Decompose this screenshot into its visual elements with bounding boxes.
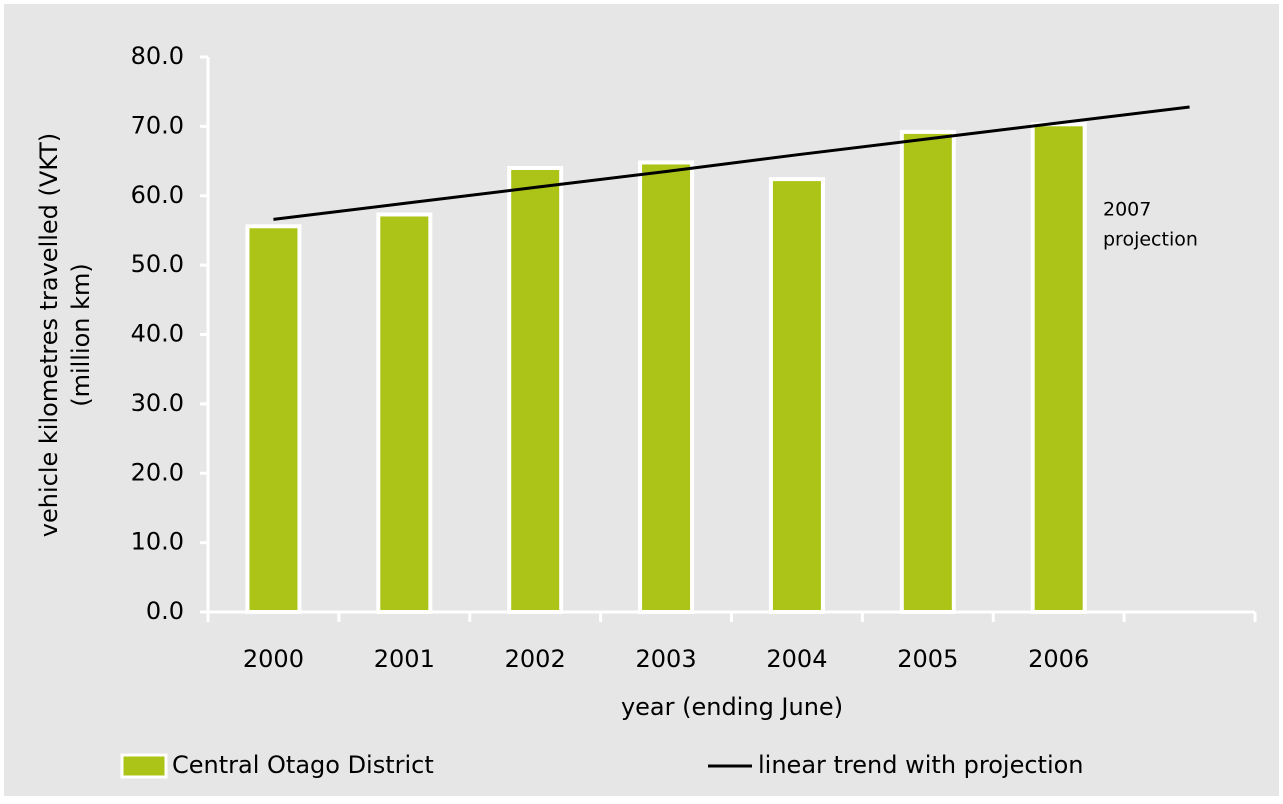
y-tick-label: 10.0 — [131, 528, 184, 556]
y-tick-label: 40.0 — [131, 320, 184, 348]
y-tick-label: 70.0 — [131, 111, 184, 139]
trend-line — [273, 105, 1190, 221]
bar — [507, 166, 564, 614]
y-tick-label: 20.0 — [131, 458, 184, 486]
x-tick-label: 2002 — [505, 645, 566, 673]
bar — [899, 129, 956, 615]
legend-swatch — [120, 753, 168, 779]
x-tick-label: 2001 — [374, 645, 435, 673]
y-tick-label: 0.0 — [146, 597, 184, 625]
y-tick-label: 30.0 — [131, 389, 184, 417]
x-tick-label: 2003 — [636, 645, 697, 673]
x-tick-label: 2000 — [243, 645, 304, 673]
y-tick-label: 60.0 — [131, 181, 184, 209]
bar — [1030, 122, 1087, 614]
annotation: projection — [1103, 229, 1198, 251]
x-tick-label: 2004 — [766, 645, 827, 673]
y-axis-title: vehicle kilometres travelled (VKT) — [35, 133, 63, 537]
x-tick-label: 2005 — [897, 645, 958, 673]
bar — [638, 160, 695, 614]
x-axis-title: year (ending June) — [621, 693, 843, 721]
y-tick-label: 80.0 — [131, 42, 184, 70]
bar — [376, 212, 433, 614]
y-axis-title: (million km) — [67, 263, 95, 407]
y-tick-label: 50.0 — [131, 250, 184, 278]
bar — [768, 177, 825, 614]
legend-label: Central Otago District — [172, 751, 434, 779]
legend-label: linear trend with projection — [758, 751, 1084, 779]
annotation: 2007 — [1103, 199, 1151, 221]
bar — [245, 224, 302, 614]
x-tick-label: 2006 — [1028, 645, 1089, 673]
